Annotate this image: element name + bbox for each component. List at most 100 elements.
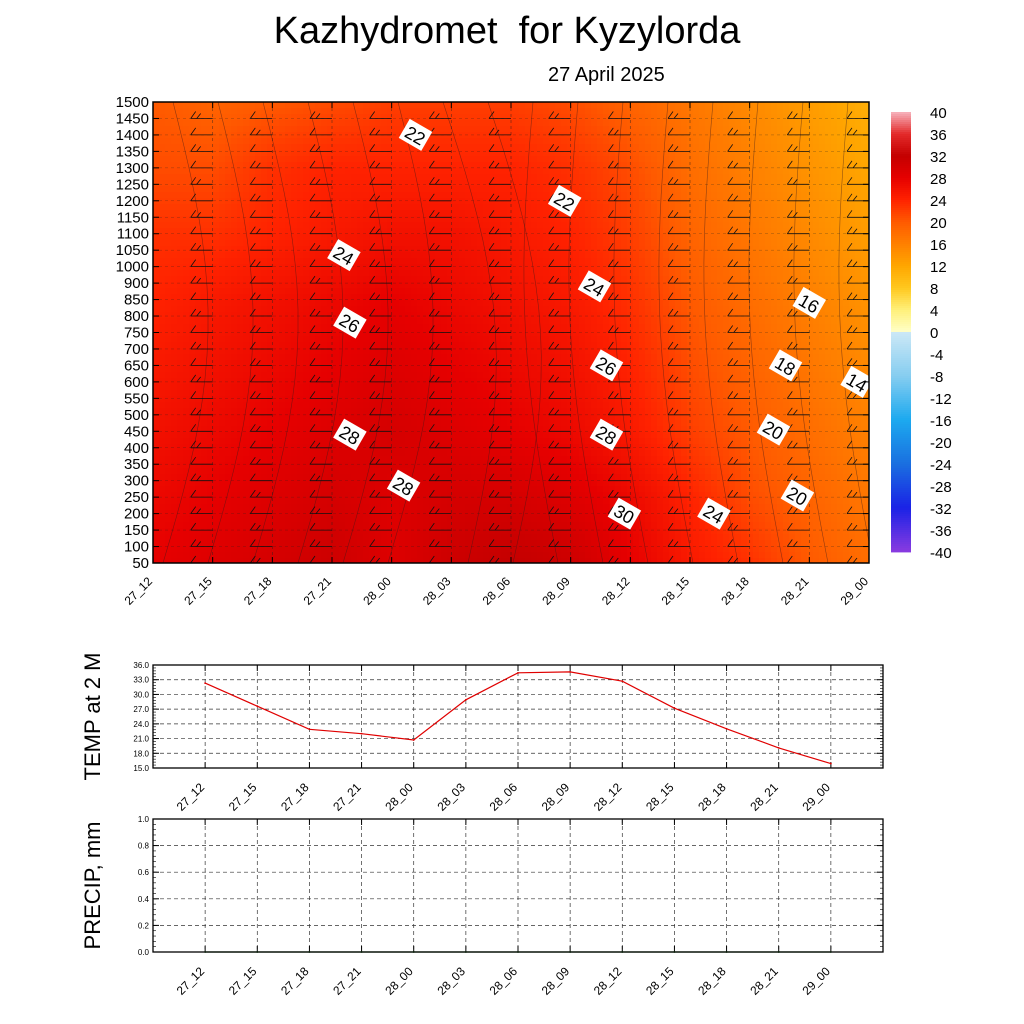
wind-barb-flag: [607, 522, 614, 531]
wind-barb-flag: [434, 277, 440, 284]
wind-barb-flag: [733, 458, 739, 465]
wind-barb-flag: [607, 341, 614, 350]
wind-barb-flag: [375, 360, 381, 366]
wind-barb-flag: [369, 473, 376, 481]
wind-barb-flag: [786, 226, 793, 234]
y-tick-label: 30.0: [133, 690, 149, 699]
wind-barb: [488, 506, 511, 514]
wind-barb-flag: [846, 325, 853, 333]
wind-barb-flag: [667, 292, 674, 300]
wind-barb-flag: [733, 491, 739, 498]
colorbar-cell: [891, 468, 911, 471]
y-tick-label: 0.0: [138, 948, 150, 957]
x-tick-label: 28_15: [643, 964, 677, 998]
wind-barb-flag: [613, 129, 619, 136]
wind-barb-flag: [434, 310, 440, 317]
wind-barb: [488, 111, 511, 119]
wind-barb-flag: [554, 409, 560, 416]
wind-barb: [190, 177, 213, 185]
wind-barb: [667, 177, 690, 185]
wind-barb: [369, 555, 392, 563]
wind-barb-flag: [190, 275, 197, 284]
colorbar-cell: [891, 150, 911, 153]
wind-barb-flag: [190, 144, 197, 152]
wind-barb-flag: [607, 226, 614, 234]
wind-barb: [667, 456, 690, 465]
panel-frame: [152, 818, 884, 953]
wind-barb-flag: [554, 212, 560, 218]
wind-barb-flag: [846, 456, 853, 465]
colorbar-cell: [891, 550, 911, 553]
wind-barb-flag: [488, 127, 495, 136]
wind-barb-flag: [673, 475, 679, 481]
wind-barb-flag: [607, 506, 614, 514]
wind-barb-flag: [190, 506, 197, 514]
colorbar-cell: [891, 448, 911, 451]
wind-barb-flag: [852, 360, 858, 366]
colorbar-cell: [891, 166, 911, 169]
wind-barb: [428, 473, 452, 482]
wind-barb: [667, 391, 690, 399]
wind-barb-flag: [428, 292, 435, 300]
wind-barb: [428, 407, 452, 416]
wind-barb-flag: [607, 473, 614, 481]
wind-barb-flag: [249, 424, 256, 432]
x-tick-label: 28_18: [695, 780, 729, 814]
wind-barb-flag: [196, 244, 202, 251]
colorbar-cell: [891, 406, 911, 409]
wind-barb: [667, 506, 690, 514]
colorbar-cell: [891, 222, 911, 225]
wind-barb-flag: [309, 374, 316, 383]
wind-barb: [727, 440, 750, 449]
colorbar-cell: [891, 356, 911, 359]
wind-barb-flag: [428, 407, 435, 416]
wind-barb-flag: [727, 440, 734, 449]
y-tick-label: 700: [124, 341, 149, 358]
wind-barb-flag: [428, 555, 435, 563]
contour-label-box: [333, 306, 367, 339]
series-point: [204, 682, 207, 685]
wind-barb-flag: [786, 506, 793, 514]
wind-barb-flag: [727, 111, 734, 119]
wind-barb-flag: [434, 541, 440, 547]
wind-barb-flag: [488, 374, 495, 383]
wind-barb: [428, 539, 452, 547]
colorbar-cell: [891, 500, 911, 503]
wind-barb-flag: [309, 127, 316, 136]
wind-barb: [607, 341, 631, 350]
wind-barb: [607, 473, 631, 482]
wind-barb: [190, 506, 213, 514]
wind-barb-flag: [727, 127, 734, 136]
wind-barb-flag: [792, 146, 798, 152]
wind-barb-flag: [309, 489, 316, 498]
colorbar-cell: [891, 146, 911, 149]
wind-barb: [190, 424, 213, 432]
wind-barb: [369, 456, 392, 465]
wind-barb-flag: [428, 325, 435, 333]
wind-barb: [190, 193, 213, 202]
wind-barb-flag: [792, 475, 798, 481]
wind-barb: [369, 522, 392, 531]
wind-barb-flag: [309, 506, 316, 514]
wind-barb-flag: [249, 259, 256, 267]
wind-barb-flag: [190, 127, 197, 136]
wind-barb: [667, 440, 690, 449]
contour-label-box: [327, 239, 361, 272]
wind-barb: [190, 144, 213, 152]
x-tick-label: 28_15: [659, 574, 693, 608]
colorbar-cell: [891, 428, 911, 431]
wind-barb-flag: [548, 259, 555, 267]
colorbar-cell: [891, 370, 911, 373]
wind-barb-flag: [196, 179, 202, 185]
contour-label-box: [589, 349, 624, 382]
wind-barb-flag: [673, 541, 679, 547]
wind-barb: [190, 242, 213, 251]
colorbar-cell: [891, 286, 911, 289]
colorbar-cell: [891, 382, 911, 385]
wind-barb-flag: [369, 424, 376, 432]
wind-barb-flag: [852, 162, 858, 169]
wind-barb: [727, 489, 750, 498]
wind-barb-flag: [369, 539, 376, 547]
wind-barb: [190, 489, 213, 498]
